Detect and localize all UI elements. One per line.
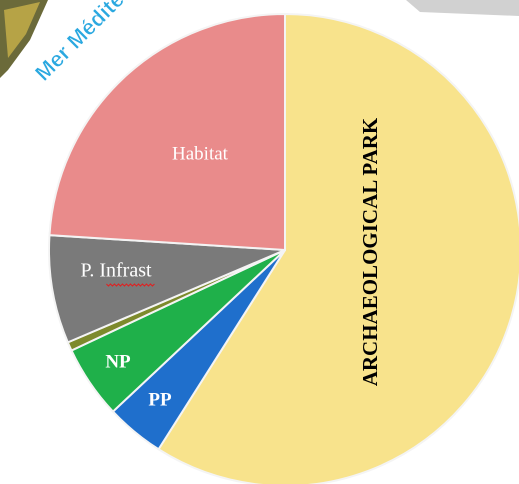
map-annotation: Mer Médite [30,0,129,86]
slice-label: PP [148,389,172,410]
chart: Mer Médite ARCHAEOLOGICAL PARK PP NP P. Inf… [0,0,519,484]
slice-label: NP [105,351,131,372]
slice-label: Habitat [172,143,229,164]
pie-slice [49,14,285,250]
slice-label: ARCHAEOLOGICAL PARK [358,117,382,386]
pie [49,14,519,484]
slice-label: P. Infrast [80,260,152,282]
